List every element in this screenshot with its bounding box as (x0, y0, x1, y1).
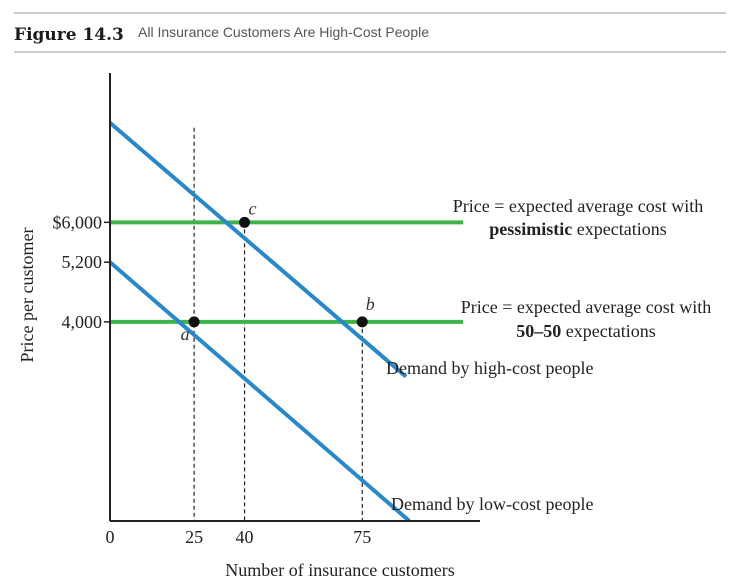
pessimistic-rest: expectations (572, 219, 666, 239)
y-axis-title: Price per customer (17, 228, 37, 363)
pessimistic-annotation-line1: Price = expected average cost with (453, 196, 704, 216)
point-label-a: a (181, 324, 190, 344)
x-tick-label-25: 25 (185, 527, 203, 547)
x-axis-title: Number of insurance customers (225, 560, 454, 580)
point-a (188, 316, 200, 328)
pessimistic-annotation-line2: pessimistic expectations (489, 219, 666, 239)
x-tick-label-40: 40 (236, 527, 254, 547)
point-label-c: c (249, 198, 257, 218)
y-tick-label-4000: 4,000 (62, 312, 103, 332)
high-demand-label: Demand by high-cost people (386, 358, 593, 378)
pessimistic-bold: pessimistic (489, 219, 572, 239)
demand-line-high-cost (108, 121, 408, 379)
x-tick-label-0: 0 (106, 527, 115, 547)
fifty-rest: expectations (561, 321, 655, 341)
point-b (356, 316, 368, 328)
point-c (239, 216, 251, 228)
x-tick-label-75: 75 (353, 527, 371, 547)
fifty-annotation-line2: 50–50 expectations (516, 321, 655, 341)
plot-area: $6,000 5,200 4,000 0 25 40 75 a b c (53, 73, 480, 547)
fifty-bold: 50–50 (516, 321, 561, 341)
figure-title: All Insurance Customers Are High-Cost Pe… (138, 24, 429, 40)
demand-line-low-cost (108, 260, 411, 523)
y-tick-label-5200: 5,200 (62, 252, 103, 272)
low-demand-label: Demand by low-cost people (391, 494, 593, 514)
figure-label: Figure 14.3 (14, 25, 124, 45)
y-tick-label-6000: $6,000 (53, 212, 103, 232)
fifty-annotation-line1: Price = expected average cost with (461, 297, 712, 317)
point-label-b: b (366, 294, 375, 314)
